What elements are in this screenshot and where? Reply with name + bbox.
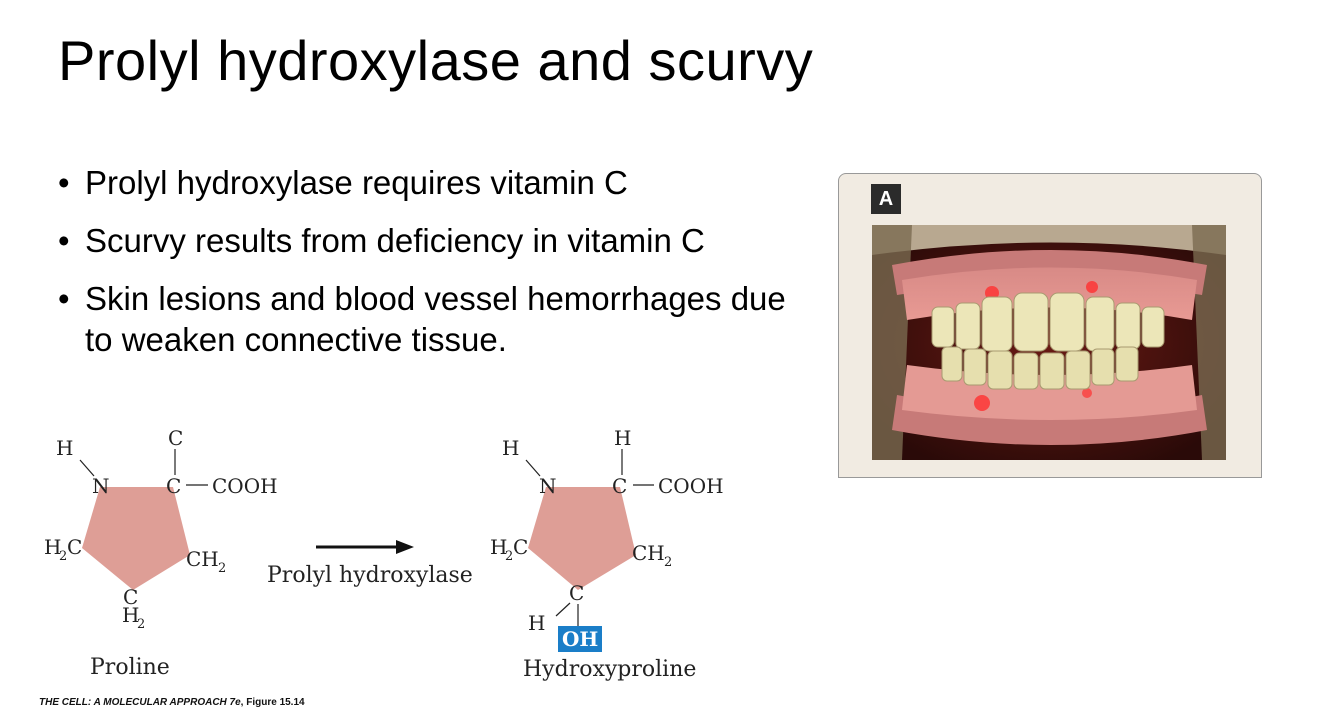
hydroxyproline-h-left: H (528, 611, 545, 635)
proline-ch2: CH (186, 547, 219, 571)
hydroxyproline-ch2-sub: 2 (664, 555, 672, 570)
proline-cooh: COOH (212, 474, 278, 498)
hydroxyproline-ring (528, 487, 636, 590)
slide-title: Prolyl hydroxylase and scurvy (58, 29, 814, 92)
bullet-item: Skin lesions and blood vessel hemorrhage… (58, 278, 818, 360)
arrow-label: Prolyl hydroxylase (267, 563, 473, 588)
hydroxyproline-ch2: CH (632, 541, 665, 565)
proline-h2c-h: H (44, 535, 61, 559)
hydroxyproline-h2c-sub: 2 (505, 549, 513, 564)
bullet-list: Prolyl hydroxylase requires vitamin C Sc… (58, 162, 818, 377)
panel-label: A (871, 184, 901, 214)
hydroxyproline-bottom-c: C (569, 581, 584, 605)
hydroxyproline-name: Hydroxyproline (523, 657, 696, 682)
proline-h: H (56, 436, 73, 460)
hydroxyproline-top-h: H (614, 426, 631, 450)
caption-figure: , Figure 15.14 (240, 697, 305, 708)
bullet-item: Prolyl hydroxylase requires vitamin C (58, 162, 818, 203)
proline-name: Proline (90, 655, 170, 680)
bullet-item: Scurvy results from deficiency in vitami… (58, 220, 818, 261)
scurvy-gums-photo (872, 225, 1226, 460)
hydroxyproline-oh: OH (562, 627, 598, 651)
hydroxyproline-cooh: COOH (658, 474, 724, 498)
proline-bottom-h: H (122, 603, 139, 627)
proline-n: N (92, 474, 110, 498)
proline-ch2-sub: 2 (218, 561, 226, 576)
hydroxyproline-c-alpha: C (612, 474, 627, 498)
proline-top-c: C (168, 426, 183, 450)
figure-caption: THE CELL: A MOLECULAR APPROACH 7e, Figur… (39, 697, 305, 708)
proline-bottom-c: C (123, 585, 138, 609)
hydroxyproline-n: N (539, 474, 557, 498)
hydroxyproline-h2c-c: C (513, 535, 528, 559)
proline-c-alpha: C (166, 474, 181, 498)
proline-bottom-sub: 2 (137, 617, 145, 632)
oh-highlight-box (558, 626, 602, 652)
proline-ring (82, 487, 190, 590)
caption-book: THE CELL: A MOLECULAR APPROACH 7e (39, 697, 241, 708)
proline-h2c-c: C (67, 535, 82, 559)
hydroxyproline-h: H (502, 436, 519, 460)
scurvy-photo-panel: A (838, 173, 1262, 478)
proline-h2c-sub: 2 (59, 549, 67, 564)
hydroxyproline-h2c-h: H (490, 535, 507, 559)
